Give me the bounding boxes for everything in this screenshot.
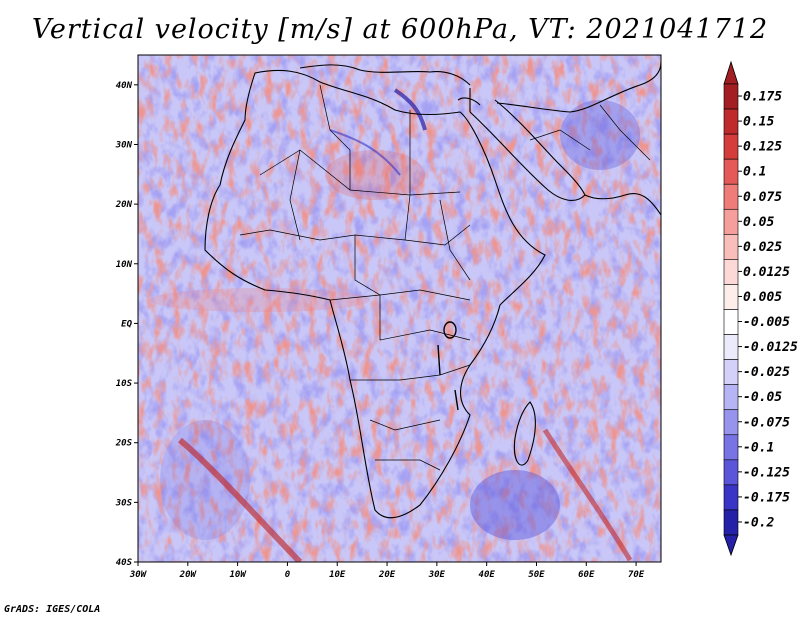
colorbar-swatch bbox=[723, 83, 739, 110]
colorbar-label: -0.1 bbox=[743, 440, 774, 455]
lon-tick-label: 20W bbox=[179, 570, 198, 580]
colorbar-swatch bbox=[723, 359, 739, 385]
lon-tick-label: 30W bbox=[129, 570, 148, 580]
lat-tick-label: 30N bbox=[115, 140, 133, 150]
lon-tick-label: 60E bbox=[578, 570, 595, 580]
lon-tick-label: 50E bbox=[528, 570, 545, 580]
lon-tick-label: 30E bbox=[428, 570, 446, 580]
colorbar-label: -0.125 bbox=[743, 465, 790, 480]
lon-tick-label: 40E bbox=[479, 570, 496, 580]
lake-outline bbox=[437, 321, 459, 411]
lon-tick-label: 0 bbox=[285, 570, 291, 580]
colorbar-swatch bbox=[723, 208, 739, 235]
colorbar-swatch bbox=[723, 384, 739, 411]
lon-tick-label: 70E bbox=[628, 570, 645, 580]
colorbar-swatch bbox=[723, 284, 739, 310]
colorbar-swatch bbox=[723, 334, 739, 360]
colorbar-label: -0.05 bbox=[743, 390, 782, 405]
lat-tick-label: 20N bbox=[115, 200, 133, 210]
colorbar-swatch bbox=[723, 434, 739, 461]
country-borders bbox=[239, 84, 651, 471]
colorbar-swatch bbox=[723, 509, 739, 536]
colorbar-swatch bbox=[723, 133, 739, 160]
colorbar-label: -0.025 bbox=[743, 365, 790, 380]
colorbar-label: 0.125 bbox=[743, 140, 782, 155]
lat-tick-label: 20S bbox=[115, 439, 133, 449]
colorbar-label: -0.075 bbox=[743, 415, 790, 430]
lat-tick-label: 40S bbox=[116, 558, 133, 568]
colorbar-label: 0.005 bbox=[743, 290, 782, 305]
colorbar-swatch bbox=[723, 484, 739, 511]
lat-tick-label: 10N bbox=[116, 260, 133, 270]
colorbar-label: 0.025 bbox=[743, 240, 782, 255]
lat-tick-label: 40N bbox=[116, 81, 133, 91]
lon-tick-label: 10E bbox=[329, 570, 346, 580]
lon-tick-label: 20E bbox=[378, 570, 396, 580]
velocity-field bbox=[138, 55, 661, 562]
colorbar-bottom-arrow bbox=[723, 534, 739, 557]
lon-tick-label: 10W bbox=[229, 570, 247, 580]
colorbar-label: 0.075 bbox=[743, 190, 782, 205]
colorbar-top-arrow bbox=[723, 60, 739, 85]
map-title: Vertical velocity [m/s] at 600hPa, VT: 2… bbox=[31, 14, 769, 45]
colorbar-label: 0.05 bbox=[743, 215, 774, 230]
colorbar-label: -0.0125 bbox=[743, 340, 798, 355]
lat-tick-label: EQ bbox=[121, 319, 132, 329]
axis-ticks: 30W 20W 10W 0 10E 20E 30E 40E 50E 60E 70E 40N 30N 20N… bbox=[115, 81, 645, 580]
colorbar-swatch bbox=[723, 234, 739, 260]
colorbar-label: 0.1 bbox=[743, 165, 766, 180]
footer-credit: GrADS: IGES/COLA bbox=[4, 604, 101, 615]
lat-tick-label: 10S bbox=[116, 379, 133, 389]
colorbar-label: 0.15 bbox=[743, 115, 774, 130]
colorbar-label: -0.005 bbox=[743, 315, 790, 330]
colorbar-swatch bbox=[723, 259, 739, 285]
colorbar-swatch bbox=[723, 158, 739, 185]
map-frame bbox=[137, 54, 662, 563]
colorbar: 0.175 0.15 0.125 0.1 0.075 0.05 0.025 0.0125 0.0… bbox=[723, 60, 798, 557]
colorbar-swatch bbox=[723, 459, 739, 486]
colorbar-label: 0.175 bbox=[743, 90, 782, 105]
colorbar-swatch bbox=[723, 108, 739, 135]
colorbar-label: -0.2 bbox=[743, 515, 774, 530]
colorbar-swatch bbox=[723, 309, 739, 335]
lat-tick-label: 30S bbox=[115, 498, 133, 508]
colorbar-label: -0.175 bbox=[743, 490, 790, 505]
coastline-outline bbox=[204, 61, 661, 519]
colorbar-swatch bbox=[723, 183, 739, 210]
colorbar-swatch bbox=[723, 409, 739, 436]
colorbar-label: 0.0125 bbox=[743, 265, 790, 280]
